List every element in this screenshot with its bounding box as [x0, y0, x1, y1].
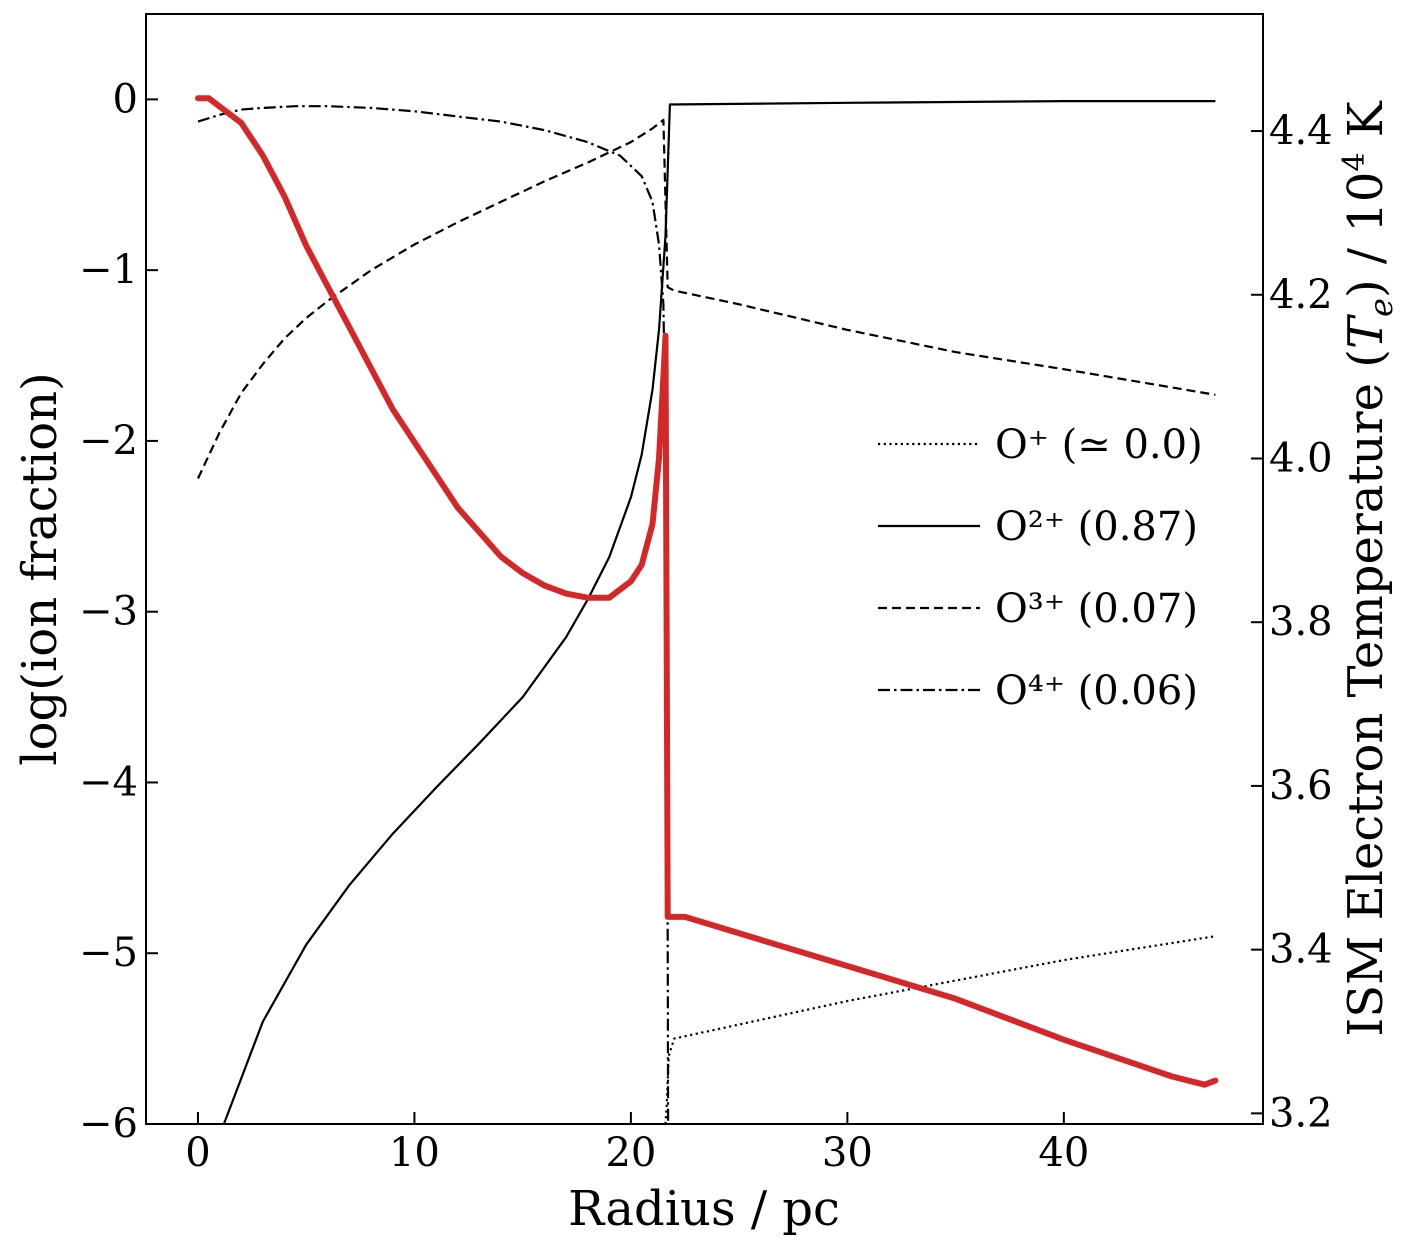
x-tick-label: 10	[389, 1130, 440, 1176]
series-line-4	[195, 95, 1219, 1088]
ticks-layer: 0 10 20 30 40 0 −1 −2 −3 −4 −5 −6 4.4 4.2 4.0 3.8 3.6 3.4…	[79, 76, 1333, 1176]
y-tick-label: −3	[79, 589, 138, 635]
series-line-3	[197, 105, 670, 1125]
y2-tick-label: 3.6	[1269, 763, 1333, 809]
plot-series	[195, 95, 1219, 1125]
x-axis-title: Radius / pc	[568, 1181, 840, 1237]
y2-axis-title-var: T	[1338, 314, 1394, 349]
y-tick-label: −5	[79, 930, 138, 976]
y2-tick-label: 4.2	[1269, 272, 1333, 318]
y2-axis-title-prefix: ISM Electron Temperature (	[1338, 349, 1394, 1037]
y2-tick-label: 3.4	[1269, 927, 1333, 973]
y2-tick-label: 4.0	[1269, 435, 1333, 481]
legend-label-1: O²⁺ (0.87)	[995, 504, 1198, 550]
legend-label-3: O⁴⁺ (0.06)	[995, 668, 1198, 714]
y2-tick-label: 4.4	[1269, 108, 1333, 154]
x-tick-label: 40	[1038, 1130, 1089, 1176]
y2-axis-title-exp: 4	[1337, 152, 1372, 171]
legend-label-2: O³⁺ (0.07)	[995, 586, 1198, 632]
y2-axis-title-unit: K	[1338, 100, 1394, 152]
y-axis-title: log(ion fraction)	[12, 372, 68, 766]
y2-axis-title-sub: e	[1362, 298, 1400, 317]
x-tick-label: 0	[185, 1130, 210, 1176]
y-tick-label: −1	[79, 247, 138, 293]
y2-axis-title-mid: ) / 10	[1338, 172, 1394, 299]
y-tick-label: −4	[79, 759, 138, 805]
x-tick-label: 20	[605, 1130, 656, 1176]
legend: O⁺ (≃ 0.0) O²⁺ (0.87) O³⁺ (0.07) O⁴⁺ (0.06)	[878, 422, 1203, 714]
y2-axis-title: ISM Electron Temperature (Te) / 104 K	[1337, 100, 1400, 1036]
y-tick-label: −6	[79, 1101, 138, 1147]
series-line-1	[222, 99, 1216, 1125]
y2-tick-label: 3.8	[1269, 599, 1333, 645]
series-line-2	[197, 118, 1216, 479]
legend-label-0: O⁺ (≃ 0.0)	[995, 422, 1203, 468]
plot-frame	[145, 13, 1264, 1125]
y-tick-label: −2	[79, 418, 138, 464]
x-tick-label: 30	[822, 1130, 873, 1176]
y2-tick-label: 3.2	[1269, 1090, 1333, 1136]
series-line-0	[664, 935, 1216, 1125]
y-tick-label: 0	[113, 76, 138, 122]
